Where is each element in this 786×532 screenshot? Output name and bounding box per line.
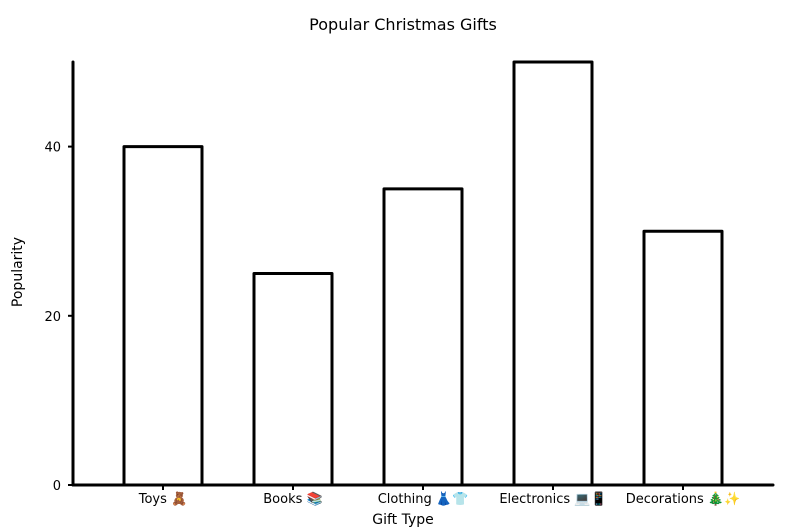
y-tick-label-1: 20 (44, 310, 61, 325)
x-tick-label-4: Decorations 🎄✨ (626, 491, 741, 507)
x-tick-label-3: Electronics 💻📱 (499, 491, 606, 507)
x-tick-label-0: Toys 🧸 (138, 491, 187, 507)
bar-0 (122, 145, 204, 487)
bar-2 (382, 187, 464, 487)
chart-title: Popular Christmas Gifts (309, 15, 497, 34)
y-ticks-group: 0 20 40 (44, 141, 73, 494)
x-ticks-group: Toys 🧸 Books 📚 Clothing 👗👕 Electronics 💻📱 De… (138, 485, 741, 507)
bars-group (122, 60, 724, 487)
x-axis-label: Gift Type (372, 512, 434, 528)
y-tick-label-2: 40 (44, 141, 61, 156)
y-axis-label: Popularity (10, 237, 26, 307)
y-tick-label-0: 0 (53, 479, 61, 494)
bar-3 (512, 60, 594, 487)
x-tick-label-1: Books 📚 (263, 491, 322, 507)
x-tick-label-2: Clothing 👗👕 (378, 491, 469, 507)
bar-4 (642, 229, 724, 487)
bar-1 (252, 272, 334, 487)
